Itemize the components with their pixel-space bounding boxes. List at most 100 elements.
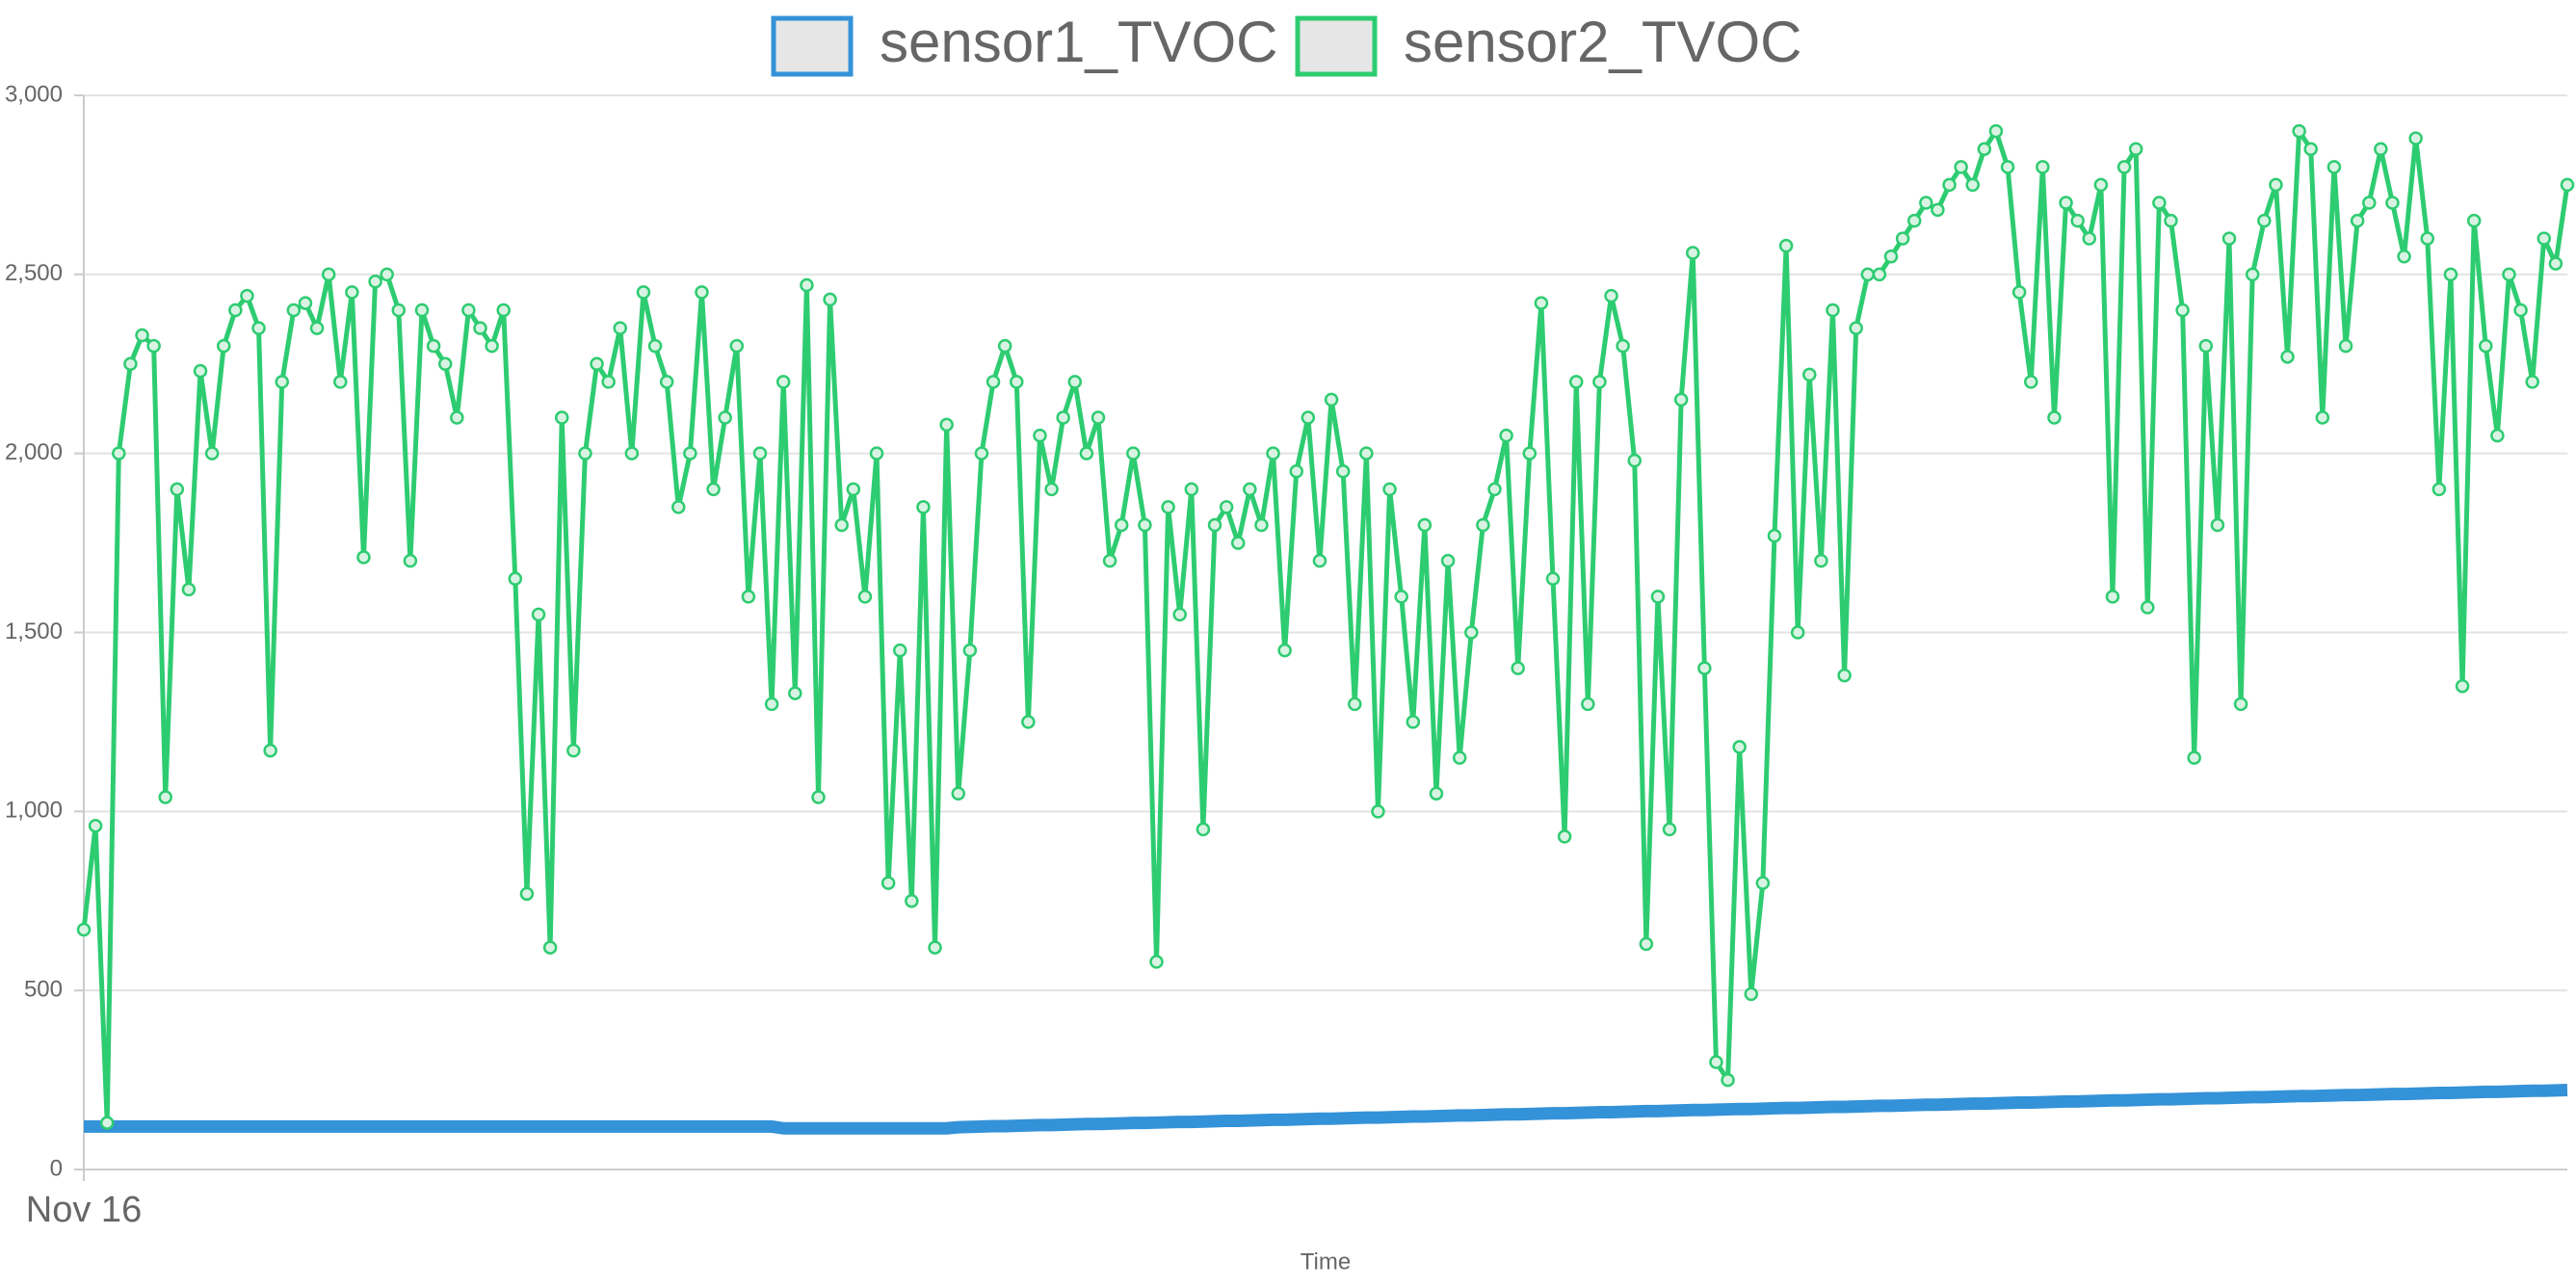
data-point — [2548, 256, 2563, 271]
data-point — [1919, 196, 1933, 210]
data-point — [414, 302, 430, 318]
data-point — [1371, 804, 1385, 819]
data-point — [1010, 375, 1024, 389]
data-point — [1616, 338, 1630, 354]
data-point — [333, 375, 348, 389]
y-tick-label: 3,000 — [5, 81, 63, 107]
data-point — [647, 338, 663, 354]
data-point — [1814, 553, 1828, 568]
data-point — [2059, 196, 2073, 210]
data-point — [718, 410, 732, 425]
data-point — [1511, 661, 1525, 675]
data-point — [1826, 302, 1840, 318]
data-point — [1464, 625, 1479, 640]
data-point — [951, 786, 965, 801]
data-point — [1906, 213, 1922, 228]
data-point — [671, 500, 686, 514]
data-point — [2070, 213, 2085, 228]
data-point — [88, 818, 103, 833]
data-point — [2257, 213, 2272, 228]
data-point — [892, 643, 907, 658]
data-point — [1161, 500, 1175, 514]
data-point — [240, 288, 254, 303]
data-point — [2082, 231, 2097, 246]
data-point — [613, 321, 628, 335]
data-point — [601, 375, 616, 389]
data-point — [659, 375, 674, 389]
data-point — [391, 302, 407, 318]
data-point — [1802, 367, 1817, 382]
data-point — [1452, 750, 1467, 765]
data-point — [1673, 392, 1689, 407]
data-point — [775, 375, 791, 389]
data-point — [76, 922, 92, 937]
y-tick-label: 1,500 — [5, 618, 63, 644]
data-point — [2164, 213, 2178, 228]
data-point — [345, 285, 359, 300]
data-point — [881, 876, 896, 890]
data-point — [1243, 482, 1257, 497]
data-point — [461, 302, 476, 318]
data-point — [2187, 750, 2201, 765]
data-point — [1790, 625, 1805, 640]
data-point — [2128, 142, 2143, 156]
data-point — [1522, 446, 1538, 460]
data-point — [112, 446, 126, 460]
data-point — [2303, 142, 2318, 156]
data-point — [1545, 571, 1561, 586]
data-point — [298, 296, 313, 310]
data-point — [928, 940, 942, 955]
data-point — [403, 553, 418, 568]
data-point — [263, 743, 277, 758]
data-point — [1942, 177, 1957, 193]
data-point — [2233, 697, 2248, 712]
y-tick-label: 0 — [50, 1155, 63, 1181]
data-point — [2093, 177, 2109, 193]
data-point — [1033, 428, 1047, 443]
series-line — [84, 1083, 2568, 1135]
data-point — [2431, 482, 2447, 497]
data-point — [2280, 350, 2295, 364]
data-point — [2408, 131, 2423, 145]
data-point — [1988, 123, 2004, 139]
data-point — [2537, 231, 2552, 246]
data-point — [1755, 876, 1771, 890]
data-point — [286, 302, 302, 318]
y-tick-label: 2,000 — [5, 439, 63, 465]
data-point — [962, 643, 978, 658]
data-point — [2525, 375, 2539, 389]
data-point — [729, 338, 745, 354]
data-point — [508, 571, 523, 586]
data-point — [683, 446, 697, 460]
data-point — [356, 550, 371, 565]
data-point — [1254, 517, 1269, 533]
data-point — [1301, 410, 1316, 425]
y-tick-label: 500 — [24, 977, 63, 1003]
data-point — [846, 482, 861, 497]
data-point — [170, 482, 185, 497]
data-point — [1266, 446, 1280, 460]
data-point — [590, 356, 604, 371]
data-point — [2175, 302, 2190, 318]
data-point — [1744, 986, 1759, 1002]
data-point — [2221, 231, 2237, 246]
data-point — [2397, 250, 2411, 264]
data-point — [741, 590, 756, 604]
data-point — [158, 790, 172, 804]
data-point — [437, 356, 453, 371]
data-point — [2198, 338, 2214, 354]
data-point — [1091, 410, 1106, 425]
data-point — [2479, 338, 2493, 354]
data-point — [1079, 446, 1094, 460]
data-point — [2443, 267, 2458, 282]
data-point — [519, 886, 535, 902]
data-point — [752, 446, 768, 460]
data-point — [1324, 392, 1339, 407]
data-point — [1219, 500, 1234, 514]
data-point — [1931, 202, 1945, 218]
data-point — [2385, 196, 2400, 210]
data-point — [1895, 231, 1910, 246]
data-point — [321, 267, 336, 282]
data-point — [1709, 1055, 1723, 1069]
data-point — [2560, 177, 2575, 193]
